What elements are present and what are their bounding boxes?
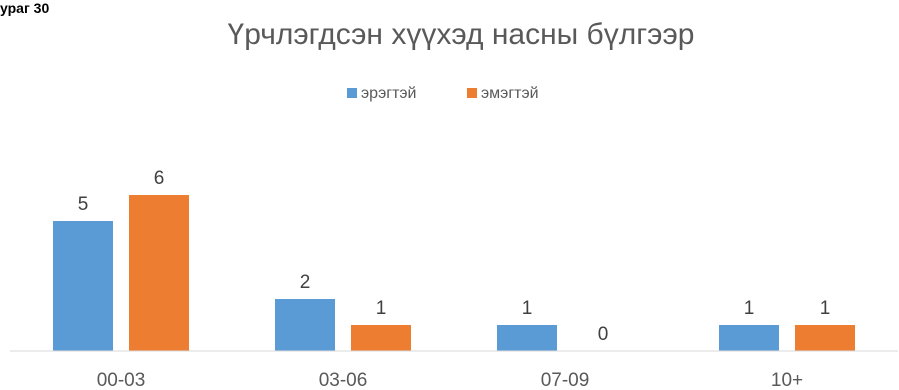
data-label-female-2: 0	[598, 324, 609, 345]
bar-female-0	[129, 195, 189, 351]
data-label-female-3: 1	[820, 298, 831, 319]
data-labels-group: 5 6 2 1 1 0 1 1	[78, 168, 831, 345]
data-label-female-0: 6	[154, 168, 165, 189]
x-tick-label-0: 00-03	[97, 370, 146, 390]
legend-swatch-male	[347, 88, 357, 98]
data-label-male-0: 5	[78, 194, 89, 215]
figure-caption-fragment: ураг 30	[0, 0, 50, 16]
bars-group	[53, 195, 855, 351]
bar-male-0	[53, 221, 113, 351]
x-axis-tick-labels: 00-03 03-06 07-09 10+	[97, 370, 803, 390]
x-tick-label-3: 10+	[771, 370, 803, 390]
x-tick-label-2: 07-09	[541, 370, 590, 390]
bar-male-1	[275, 299, 335, 351]
bar-female-1	[351, 325, 411, 351]
chart-title: Үрчлэгдсэн хүүхэд насны бүлгээр	[228, 18, 695, 51]
legend-label-male: эрэгтэй	[361, 85, 417, 102]
data-label-male-2: 1	[522, 298, 533, 319]
legend: эрэгтэй эмэгтэй	[347, 85, 539, 102]
legend-swatch-female	[467, 88, 477, 98]
data-label-female-1: 1	[376, 298, 387, 319]
data-label-male-3: 1	[744, 298, 755, 319]
bar-female-3	[795, 325, 855, 351]
x-tick-label-1: 03-06	[319, 370, 368, 390]
legend-label-female: эмэгтэй	[481, 85, 539, 102]
bar-male-2	[497, 325, 557, 351]
data-label-male-1: 2	[300, 272, 311, 293]
bar-male-3	[719, 325, 779, 351]
